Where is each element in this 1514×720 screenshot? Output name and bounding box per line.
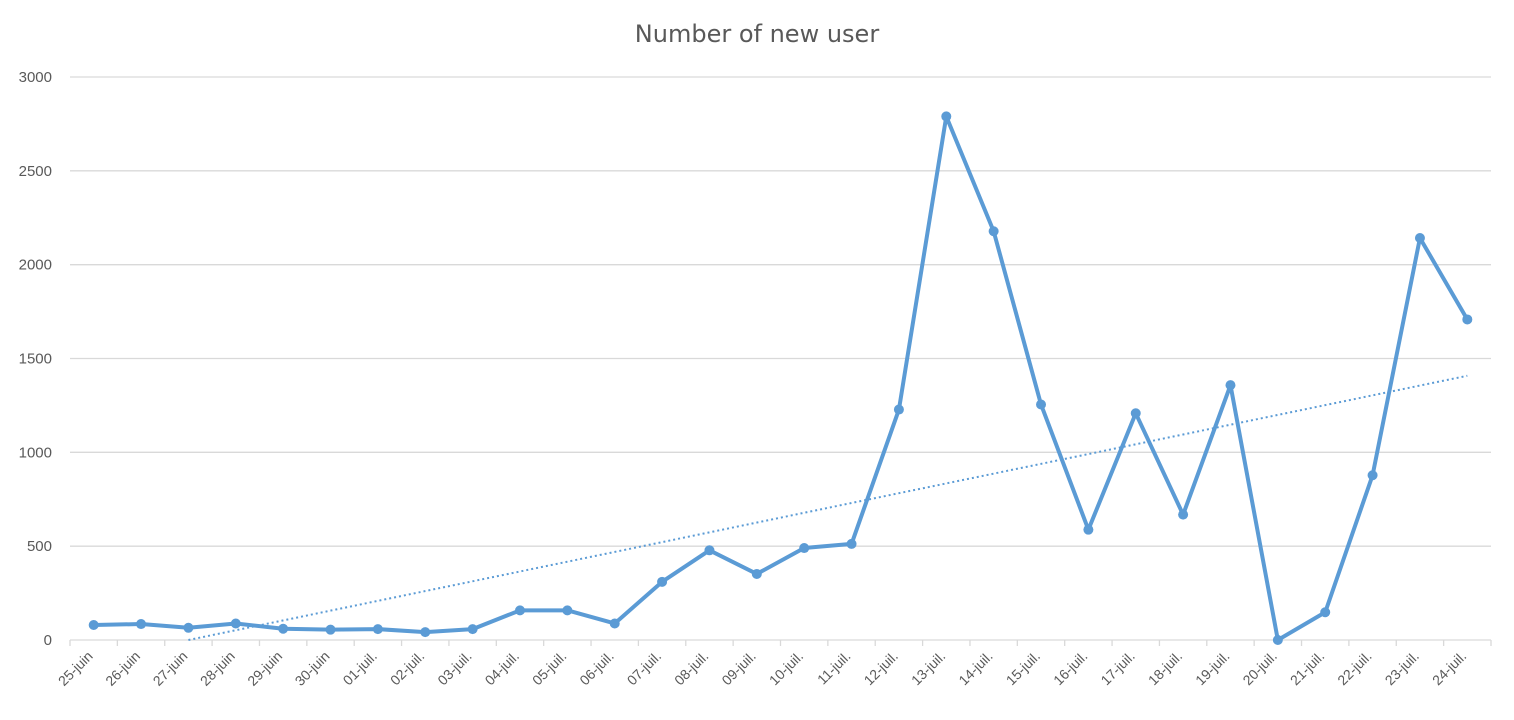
x-tick-label: 26-juin [102,648,143,689]
x-tick-label: 08-juil. [671,648,711,688]
x-tick-label: 22-juil. [1334,648,1374,688]
x-axis: 25-juin 26-juin 27-juin 28-juin 29-juin 30-ju… [55,640,1492,689]
x-tick-label: 11-juil. [814,648,854,688]
data-point-24-juil.[interactable] [1462,314,1473,325]
data-point-16-juil.[interactable] [1083,524,1094,535]
data-point-20-juil.[interactable] [1272,635,1283,645]
series-group [88,111,1473,645]
x-tick-label: 21-juil. [1287,648,1327,688]
x-tick-label: 02-juil. [387,648,427,688]
x-tick-label: 12-juil. [861,648,901,688]
data-point-30-juin[interactable] [325,624,336,635]
data-point-15-juil.[interactable] [1036,399,1047,410]
data-point-09-juil.[interactable] [751,568,762,579]
series-line [91,114,1470,642]
data-point-23-juil.[interactable] [1414,233,1425,244]
x-tick-label: 01-juil. [340,648,380,688]
y-tick-label: 500 [27,538,52,555]
data-point-21-juil.[interactable] [1320,607,1331,618]
x-tick-label: 07-juil. [624,648,664,688]
y-tick-label: 1000 [19,444,52,461]
data-point-01-juil.[interactable] [372,624,383,635]
x-tick-label: 13-juil. [908,648,948,688]
x-tick-label: 19-juil. [1192,648,1232,688]
data-point-27-juin[interactable] [183,622,194,633]
data-point-12-juil.[interactable] [893,404,904,415]
data-point-13-juil.[interactable] [941,111,952,122]
x-tick-label: 27-juin [150,648,191,689]
x-tick-label: 17-juil. [1097,648,1137,688]
x-tick-label: 06-juil. [576,648,616,688]
trendline-group [188,374,1468,641]
x-tick-label: 03-juil. [434,648,474,688]
data-point-10-juil.[interactable] [799,543,810,554]
data-point-07-juil.[interactable] [657,576,668,587]
data-point-26-juin[interactable] [136,619,147,630]
data-point-29-juin[interactable] [278,623,289,634]
grid-lines [70,76,1491,641]
y-tick-label: 0 [44,632,52,649]
x-tick-label: 04-juil. [482,648,522,688]
data-point-04-juil.[interactable] [514,605,525,616]
x-tick-label: 20-juil. [1239,648,1279,688]
data-point-22-juil.[interactable] [1367,470,1378,481]
y-tick-label: 1500 [19,351,52,368]
x-tick-label: 09-juil. [718,648,758,688]
chart-title: Number of new user [634,20,880,48]
x-tick-label: 29-juin [244,648,285,689]
data-point-18-juil.[interactable] [1178,509,1189,520]
data-point-28-juin[interactable] [230,618,241,629]
x-tick-label: 24-juil. [1429,648,1469,688]
trendline [188,374,1468,641]
data-point-06-juil.[interactable] [609,618,620,629]
data-point-05-juil.[interactable] [562,605,573,616]
data-point-19-juil.[interactable] [1225,380,1236,391]
x-tick-label: 23-juil. [1382,648,1422,688]
data-point-02-juil.[interactable] [420,627,431,638]
x-tick-label: 16-juil. [1050,648,1090,688]
y-axis: 0 500 1000 1500 2000 2500 3000 [19,69,52,649]
data-point-17-juil.[interactable] [1130,408,1141,419]
x-tick-label: 14-juil. [955,648,995,688]
data-point-25-juin[interactable] [88,619,99,630]
data-point-11-juil.[interactable] [846,538,857,549]
data-point-14-juil.[interactable] [988,226,999,237]
y-tick-label: 2500 [19,163,52,180]
x-tick-label: 28-juin [197,648,238,689]
x-tick-label: 30-juin [292,648,333,689]
x-tick-label: 15-juil. [1003,648,1043,688]
x-tick-label: 18-juil. [1145,648,1185,688]
x-tick-label: 25-juin [55,648,96,689]
data-point-03-juil.[interactable] [467,624,478,635]
y-tick-label: 3000 [19,69,52,86]
y-tick-label: 2000 [19,257,52,274]
data-point-08-juil.[interactable] [704,545,715,556]
x-tick-label: 10-juil. [766,648,806,688]
x-tick-label: 05-juil. [529,648,569,688]
